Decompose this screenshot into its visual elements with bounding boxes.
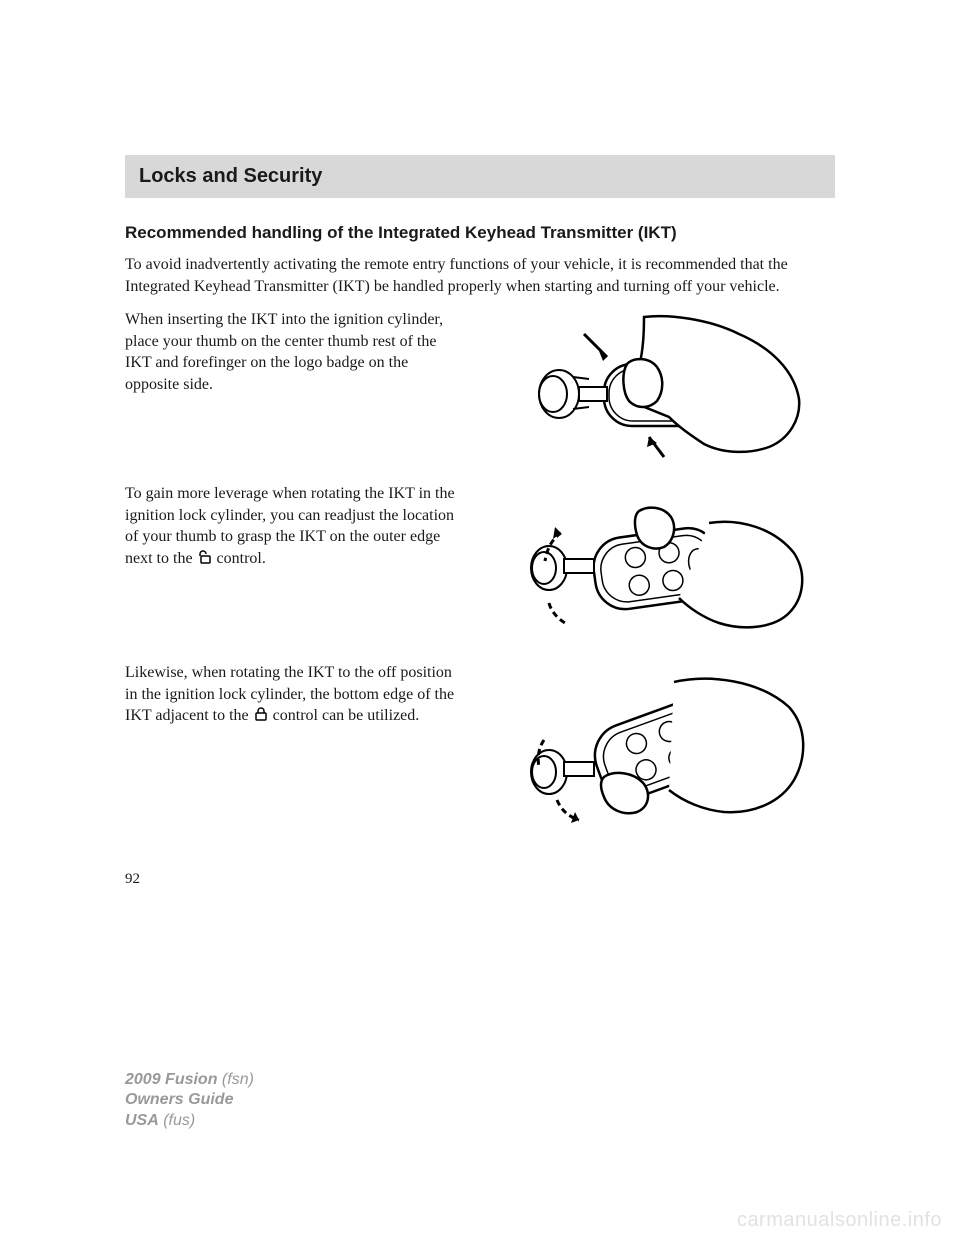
footer-guide: Owners Guide xyxy=(125,1090,254,1111)
illustration-1 xyxy=(483,309,835,459)
sub-heading: Recommended handling of the Integrated K… xyxy=(125,222,835,244)
footer-block: 2009 Fusion (fsn) Owners Guide USA (fus) xyxy=(125,1070,254,1132)
instruction-block-1: When inserting the IKT into the ignition… xyxy=(125,309,835,459)
watermark: carmanualsonline.info xyxy=(737,1209,942,1232)
lock-icon xyxy=(253,707,269,721)
instruction-text-1: When inserting the IKT into the ignition… xyxy=(125,309,465,459)
intro-paragraph: To avoid inadvertently activating the re… xyxy=(125,254,835,297)
instruction-text-2: To gain more leverage when rotating the … xyxy=(125,483,465,638)
footer-line3: USA (fus) xyxy=(125,1111,254,1132)
text-after-2: control. xyxy=(213,550,266,567)
text-before-2: To gain more leverage when rotating the … xyxy=(125,485,455,567)
footer-region: USA xyxy=(125,1112,159,1129)
instruction-block-3: Likewise, when rotating the IKT to the o… xyxy=(125,662,835,827)
illustration-3 xyxy=(483,662,835,827)
footer-line1: 2009 Fusion (fsn) xyxy=(125,1070,254,1091)
footer-model: 2009 Fusion xyxy=(125,1071,217,1088)
text-after-3: control can be utilized. xyxy=(269,707,420,724)
unlock-icon xyxy=(197,550,213,564)
instruction-block-2: To gain more leverage when rotating the … xyxy=(125,483,835,638)
illustration-2 xyxy=(483,483,835,638)
section-title: Locks and Security xyxy=(139,165,821,188)
page-number: 92 xyxy=(125,871,835,888)
footer-code1: (fsn) xyxy=(217,1071,253,1088)
section-header: Locks and Security xyxy=(125,155,835,198)
footer-code2: (fus) xyxy=(159,1112,195,1129)
instruction-text-3: Likewise, when rotating the IKT to the o… xyxy=(125,662,465,827)
